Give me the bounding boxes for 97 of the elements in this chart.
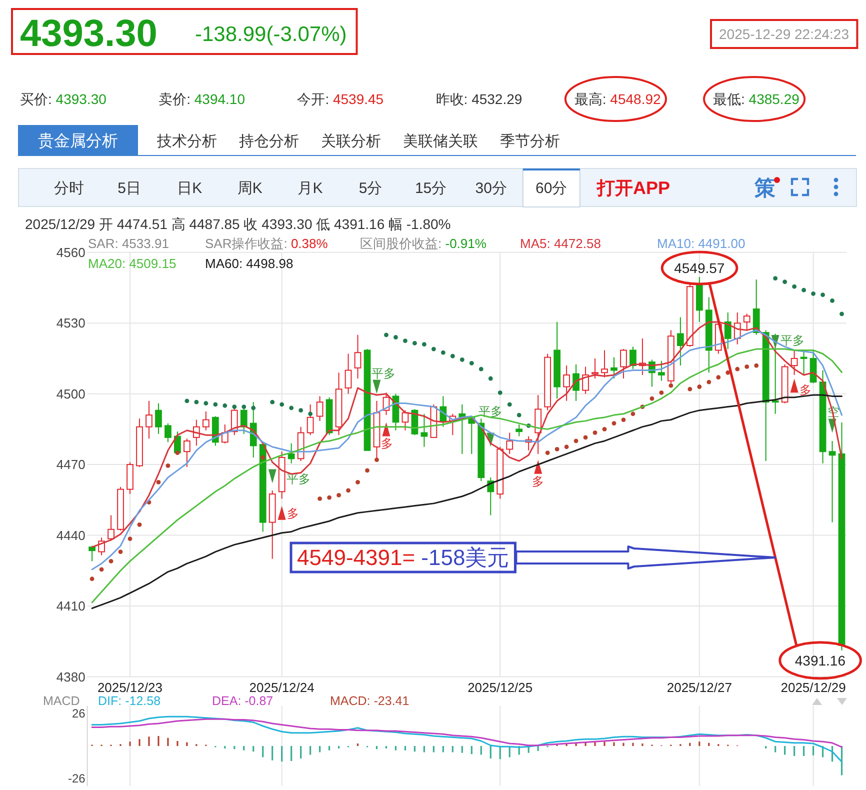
text: 分时 (54, 180, 84, 197)
text: 打开APP (596, 178, 670, 198)
line-series (91, 716, 842, 762)
series-label: DIF: -12.58 (98, 694, 161, 708)
candlestick (344, 353, 352, 394)
chart-title: 2025/12/29 开 4474.51 高 4487.85 收 4393.30 低 4391.16 幅 -1.80% (25, 216, 451, 232)
text: 技术分析 (156, 133, 217, 150)
candlestick (676, 316, 684, 366)
data-label: 平多 (780, 334, 804, 348)
text: 昨收: 4532.29 (436, 91, 522, 107)
data-label: 平多 (372, 366, 396, 380)
y-tick-label: 26 (72, 706, 86, 721)
text: 策 (754, 177, 776, 200)
line-series (91, 718, 842, 748)
text: 最低: 4385.29 (713, 91, 800, 107)
y-tick-label: -26 (68, 772, 86, 786)
x-tick-label: 2025/12/25 (468, 680, 533, 695)
candlestick (610, 356, 618, 380)
text: SAR操作收益: 0.38% (205, 236, 328, 251)
candlestick (306, 404, 314, 436)
data-label: 多 (799, 383, 812, 398)
y-tick-label: 4380 (56, 669, 86, 684)
candlestick (146, 400, 152, 440)
text: MA60: 4498.98 (205, 256, 294, 271)
candlestick (288, 442, 295, 464)
text: 持仓分析 (239, 133, 299, 150)
y-tick-label: 4500 (56, 386, 86, 402)
text: 贵金属分析 (38, 132, 118, 150)
candlestick (592, 358, 598, 380)
candlestick (88, 545, 96, 562)
candlestick (240, 405, 248, 434)
y-tick-label: 4470 (56, 457, 86, 472)
x-tick-label: 2025/12/29 (780, 680, 846, 695)
candlestick (516, 424, 523, 437)
y-tick-label: 4530 (56, 316, 86, 331)
chart-title: MACD (43, 694, 80, 708)
y-tick-label: 4560 (56, 244, 86, 260)
text: 季节分析 (500, 133, 560, 150)
text: 月K (298, 180, 323, 197)
text: 15分 (414, 180, 447, 197)
data-label: 多 (532, 474, 544, 488)
text: MA10: 4491.00 (657, 236, 746, 251)
x-tick-label: 2025/12/27 (666, 680, 732, 695)
text: 60分 (536, 180, 568, 197)
text: 卖价: 4394.10 (158, 91, 246, 107)
candlestick (572, 364, 580, 402)
series-label: DEA: -0.87 (212, 694, 274, 708)
text: MACD: -23.41 (330, 694, 410, 708)
y-tick-label: 4440 (56, 528, 86, 543)
text: 4549.57 (674, 260, 725, 276)
text: 5分 (358, 180, 382, 197)
candlestick (563, 365, 570, 402)
text: 今开: 4539.45 (297, 91, 384, 107)
candlestick (658, 360, 665, 382)
text: 买价: 4393.30 (20, 91, 107, 107)
candlestick (184, 438, 190, 468)
candlestick (506, 432, 514, 454)
text: 日K (177, 180, 202, 197)
text: 美联储关联 (403, 133, 478, 150)
candlestick (354, 334, 362, 380)
candlestick (724, 312, 732, 350)
data-label: 多 (286, 506, 299, 520)
candlestick (743, 313, 750, 331)
candlestick (800, 350, 808, 376)
line-series (91, 394, 842, 610)
candlestick (828, 440, 836, 523)
text: 30分 (475, 180, 507, 197)
text: 最高: 4548.92 (574, 91, 661, 107)
text: 4391.16 (794, 652, 846, 668)
text: -138.99(-3.07%) (195, 23, 347, 46)
candlestick (155, 402, 162, 434)
text: MA5: 4472.58 (520, 236, 601, 251)
candlestick (620, 348, 627, 380)
text: 周K (237, 180, 262, 197)
data-label: 多 (381, 436, 394, 451)
x-tick-label: 2025/12/23 (97, 680, 163, 695)
text: MA20: 4509.15 (88, 256, 176, 271)
text: SAR: 4533.91 (88, 236, 169, 251)
candlestick (202, 411, 210, 431)
candlestick (534, 394, 542, 454)
candlestick (630, 346, 636, 370)
candlestick (582, 366, 589, 394)
annotation: 4549-4391= -158美元 (297, 545, 510, 570)
candlestick (164, 422, 172, 443)
y-tick-label: 4410 (56, 598, 86, 614)
text: 5日 (118, 180, 141, 197)
text: 2025-12-29 22:24:23 (719, 26, 850, 42)
candlestick (108, 514, 114, 540)
data-label: 平多 (478, 404, 503, 418)
candlestick (790, 350, 798, 376)
candlestick (601, 350, 608, 378)
candlestick (420, 413, 428, 448)
text: 4393.30 (20, 13, 158, 55)
x-tick-label: 2025/12/24 (249, 680, 314, 695)
text: 关联分析 (321, 133, 381, 150)
text: 区间股价收益: -0.91% (360, 236, 487, 251)
candlestick (316, 396, 324, 422)
